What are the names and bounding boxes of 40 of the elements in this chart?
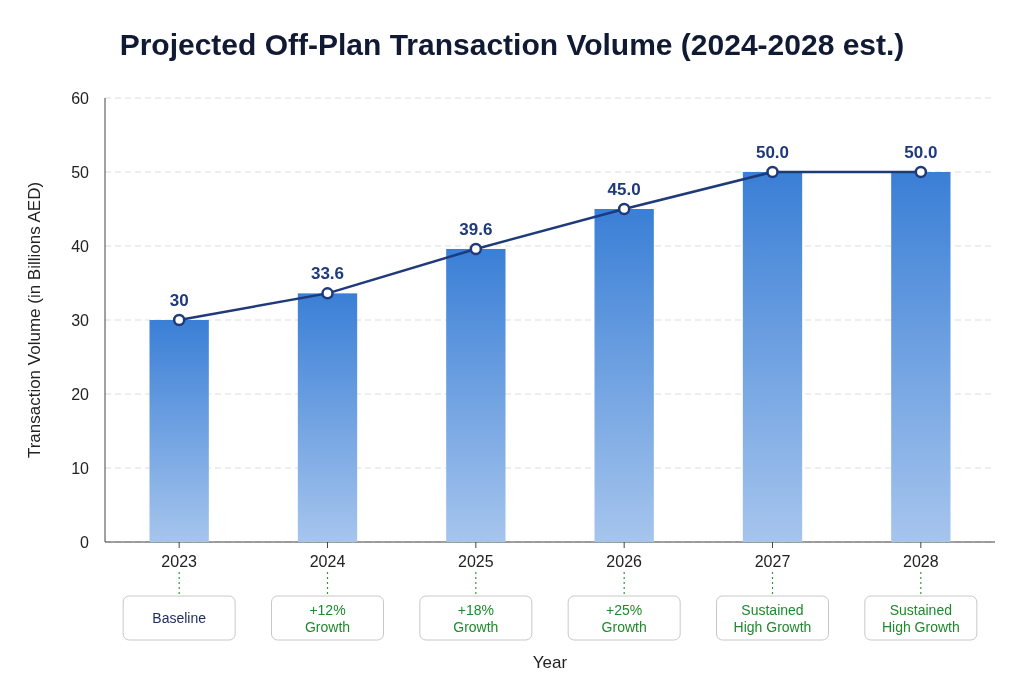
bar — [446, 248, 506, 542]
point — [172, 313, 186, 327]
point — [617, 202, 631, 216]
y-tick-label: 20 — [71, 386, 90, 403]
bar — [149, 320, 209, 542]
annotation: +18% Growth — [453, 601, 499, 635]
data-label: 50.0 — [755, 143, 790, 162]
x-axis-title: Year — [532, 653, 568, 672]
data-label: 45.0 — [607, 180, 641, 199]
y-tick-label: 40 — [71, 238, 90, 255]
y-tick-label: 60 — [71, 90, 90, 107]
point — [321, 287, 334, 300]
bar — [891, 172, 951, 542]
data-label: 33.6 — [310, 264, 345, 284]
x-tick-label: 2027 — [754, 553, 791, 570]
annotation: +25% Growth — [601, 601, 647, 635]
x-tick-label: 2023 — [161, 553, 198, 570]
annotation: Sustained High Growth — [881, 601, 960, 635]
y-axis-title: Transaction Volume (in Billions AED) — [25, 181, 44, 459]
bar — [594, 209, 654, 542]
y-tick-label: 10 — [71, 460, 90, 477]
bar — [297, 293, 358, 542]
data-label: 39.6 — [459, 219, 493, 239]
annotation: +12% Growth — [304, 601, 351, 635]
x-tick-label: 2028 — [903, 553, 939, 570]
data-label: 50.0 — [904, 143, 938, 162]
annotation: Sustained High Growth — [733, 601, 812, 635]
annotation: Baseline — [152, 610, 207, 626]
point — [766, 165, 779, 179]
bar — [742, 172, 803, 542]
x-tick-label: 2025 — [458, 553, 494, 570]
point — [469, 242, 483, 256]
y-tick-label: 30 — [71, 312, 90, 329]
x-tick-label: 2026 — [606, 553, 643, 570]
point — [914, 165, 928, 179]
y-tick-label: 50 — [71, 164, 90, 181]
data-label: 30 — [169, 291, 189, 310]
x-tick-label: 2024 — [309, 553, 346, 570]
chart-title: Projected Off-Plan Transaction Volume (2024-2028 est.) — [119, 28, 905, 61]
y-tick-label: 0 — [80, 534, 90, 551]
